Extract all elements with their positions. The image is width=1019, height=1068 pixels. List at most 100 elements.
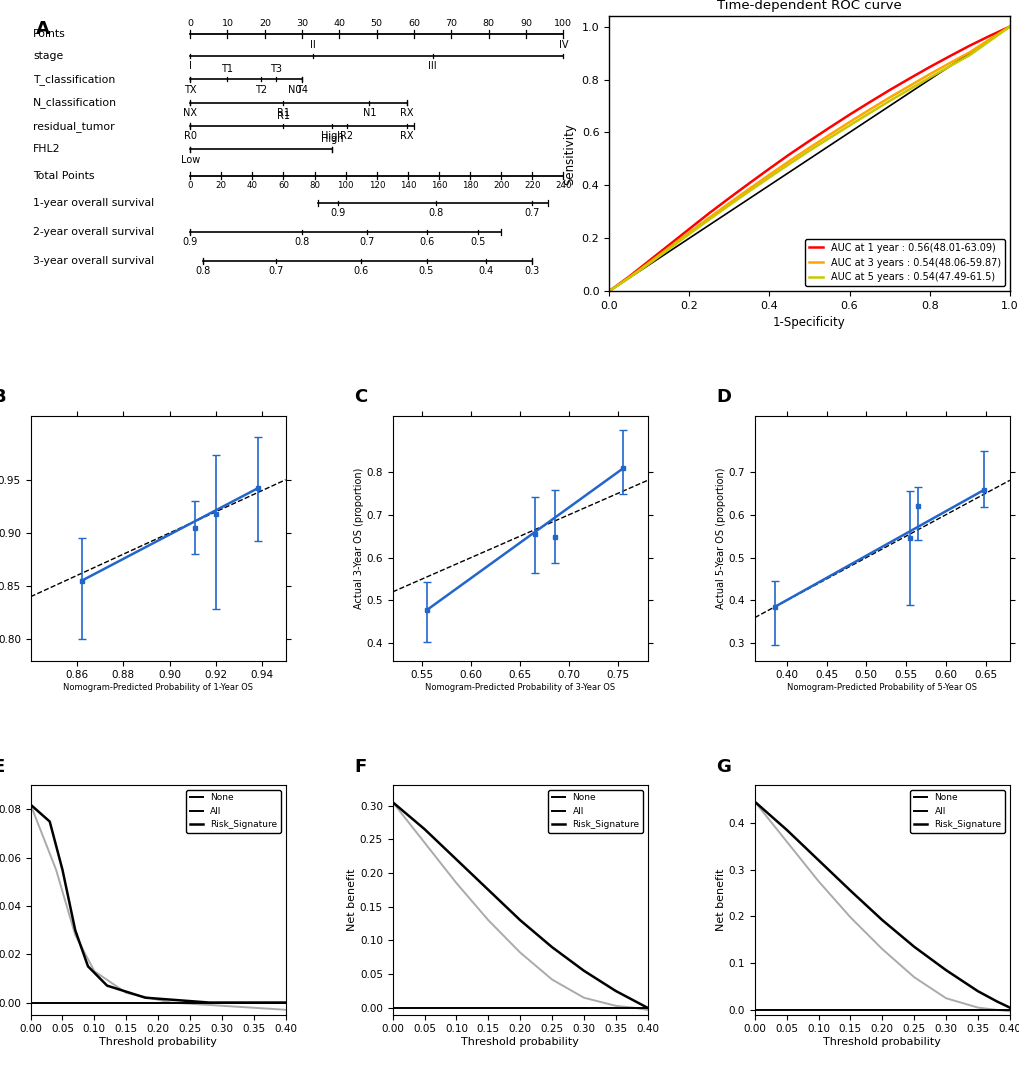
Text: 240: 240	[554, 182, 571, 190]
Text: 0.7: 0.7	[360, 237, 375, 247]
Text: 0.9: 0.9	[330, 208, 345, 218]
Text: 90: 90	[520, 19, 532, 29]
AUC at 1 year : 0.56(48.01-63.09): (0.75, 0.804): 0.56(48.01-63.09): (0.75, 0.804)	[903, 72, 915, 84]
Text: T4: T4	[296, 84, 308, 95]
AUC at 5 years : 0.54(47.49-61.5): (0.7, 0.719): 0.54(47.49-61.5): (0.7, 0.719)	[882, 95, 895, 108]
AUC at 5 years : 0.54(47.49-61.5): (0.3, 0.325): 0.54(47.49-61.5): (0.3, 0.325)	[722, 199, 735, 211]
AUC at 1 year : 0.56(48.01-63.09): (0.6, 0.667): 0.56(48.01-63.09): (0.6, 0.667)	[843, 108, 855, 121]
Text: 70: 70	[445, 19, 457, 29]
AUC at 1 year : 0.56(48.01-63.09): (0.15, 0.175): 0.56(48.01-63.09): (0.15, 0.175)	[662, 238, 675, 251]
Text: G: G	[716, 758, 731, 776]
Text: R0: R0	[183, 131, 197, 141]
AUC at 1 year : 0.56(48.01-63.09): (0.5, 0.568): 0.56(48.01-63.09): (0.5, 0.568)	[803, 135, 815, 147]
AUC at 5 years : 0.54(47.49-61.5): (0.8, 0.807): 0.54(47.49-61.5): (0.8, 0.807)	[922, 72, 934, 84]
X-axis label: Nomogram-Predicted Probability of 5-Year OS: Nomogram-Predicted Probability of 5-Year…	[787, 684, 976, 692]
Text: C: C	[355, 388, 367, 406]
Text: III: III	[428, 62, 436, 72]
AUC at 1 year : 0.56(48.01-63.09): (0.45, 0.517): 0.56(48.01-63.09): (0.45, 0.517)	[783, 148, 795, 161]
Text: 1-year overall survival: 1-year overall survival	[34, 198, 154, 208]
AUC at 1 year : 0.56(48.01-63.09): (0.1, 0.115): 0.56(48.01-63.09): (0.1, 0.115)	[642, 254, 654, 267]
Text: 100: 100	[337, 182, 354, 190]
X-axis label: Threshold probability: Threshold probability	[461, 1037, 579, 1047]
AUC at 3 years : 0.54(48.06-59.87): (0.9, 0.903): 0.54(48.06-59.87): (0.9, 0.903)	[963, 46, 975, 59]
Text: 0.8: 0.8	[294, 237, 310, 247]
Text: R1: R1	[277, 111, 289, 121]
AUC at 3 years : 0.54(48.06-59.87): (0.1, 0.108): 0.54(48.06-59.87): (0.1, 0.108)	[642, 256, 654, 269]
AUC at 3 years : 0.54(48.06-59.87): (0.65, 0.686): 0.54(48.06-59.87): (0.65, 0.686)	[863, 104, 875, 116]
Text: 0.8: 0.8	[195, 266, 210, 277]
Text: 0.5: 0.5	[419, 266, 434, 277]
Text: stage: stage	[34, 51, 63, 61]
X-axis label: Threshold probability: Threshold probability	[822, 1037, 941, 1047]
Text: 40: 40	[333, 19, 345, 29]
AUC at 3 years : 0.54(48.06-59.87): (0.45, 0.492): 0.54(48.06-59.87): (0.45, 0.492)	[783, 155, 795, 168]
AUC at 5 years : 0.54(47.49-61.5): (0.1, 0.104): 0.54(47.49-61.5): (0.1, 0.104)	[642, 257, 654, 270]
AUC at 3 years : 0.54(48.06-59.87): (0.7, 0.732): 0.54(48.06-59.87): (0.7, 0.732)	[882, 91, 895, 104]
X-axis label: 1-Specificity: 1-Specificity	[772, 316, 845, 329]
Text: Total Points: Total Points	[34, 171, 95, 180]
Text: High: High	[320, 135, 343, 144]
Y-axis label: Sensitivity: Sensitivity	[562, 123, 576, 185]
Text: 80: 80	[309, 182, 320, 190]
Text: 40: 40	[247, 182, 258, 190]
Text: TX: TX	[183, 84, 197, 95]
AUC at 5 years : 0.54(47.49-61.5): (0.45, 0.481): 0.54(47.49-61.5): (0.45, 0.481)	[783, 157, 795, 170]
AUC at 3 years : 0.54(48.06-59.87): (0.95, 0.952): 0.54(48.06-59.87): (0.95, 0.952)	[982, 33, 995, 46]
AUC at 3 years : 0.54(48.06-59.87): (0.05, 0.052): 0.54(48.06-59.87): (0.05, 0.052)	[623, 271, 635, 284]
Line: AUC at 3 years : 0.54(48.06-59.87): AUC at 3 years : 0.54(48.06-59.87)	[608, 27, 1009, 292]
Y-axis label: Net benefit: Net benefit	[346, 868, 357, 931]
AUC at 1 year : 0.56(48.01-63.09): (0.4, 0.463): 0.56(48.01-63.09): (0.4, 0.463)	[762, 162, 774, 175]
Text: B: B	[0, 388, 6, 406]
AUC at 3 years : 0.54(48.06-59.87): (0.15, 0.165): 0.54(48.06-59.87): (0.15, 0.165)	[662, 241, 675, 254]
AUC at 1 year : 0.56(48.01-63.09): (1, 1): 0.56(48.01-63.09): (1, 1)	[1003, 20, 1015, 33]
Legend: None, All, Risk_Signature: None, All, Risk_Signature	[909, 790, 1005, 833]
AUC at 1 year : 0.56(48.01-63.09): (0.7, 0.76): 0.56(48.01-63.09): (0.7, 0.76)	[882, 83, 895, 96]
Text: Low: Low	[180, 155, 200, 164]
AUC at 3 years : 0.54(48.06-59.87): (0.5, 0.542): 0.54(48.06-59.87): (0.5, 0.542)	[803, 141, 815, 154]
Text: RX: RX	[399, 131, 413, 141]
Text: T_classification: T_classification	[34, 74, 115, 84]
AUC at 5 years : 0.54(47.49-61.5): (0.55, 0.579): 0.54(47.49-61.5): (0.55, 0.579)	[822, 131, 835, 144]
Text: 0.7: 0.7	[524, 208, 539, 218]
AUC at 3 years : 0.54(48.06-59.87): (0.4, 0.44): 0.54(48.06-59.87): (0.4, 0.44)	[762, 169, 774, 182]
AUC at 1 year : 0.56(48.01-63.09): (0.05, 0.055): 0.56(48.01-63.09): (0.05, 0.055)	[623, 270, 635, 283]
AUC at 3 years : 0.54(48.06-59.87): (0.55, 0.591): 0.54(48.06-59.87): (0.55, 0.591)	[822, 128, 835, 141]
Text: II: II	[310, 41, 316, 50]
Text: 180: 180	[462, 182, 478, 190]
AUC at 1 year : 0.56(48.01-63.09): (0.95, 0.965): 0.56(48.01-63.09): (0.95, 0.965)	[982, 30, 995, 43]
Text: 2-year overall survival: 2-year overall survival	[34, 227, 154, 237]
Text: High: High	[320, 131, 343, 141]
Text: NX: NX	[183, 108, 197, 117]
Text: 160: 160	[430, 182, 446, 190]
Y-axis label: Actual 3-Year OS (proportion): Actual 3-Year OS (proportion)	[354, 468, 364, 609]
Text: R1: R1	[277, 108, 289, 117]
Text: 0.4: 0.4	[478, 266, 493, 277]
Text: 0.3: 0.3	[524, 266, 539, 277]
AUC at 5 years : 0.54(47.49-61.5): (0.05, 0.05): 0.54(47.49-61.5): (0.05, 0.05)	[623, 271, 635, 284]
AUC at 3 years : 0.54(48.06-59.87): (0.25, 0.278): 0.54(48.06-59.87): (0.25, 0.278)	[702, 211, 714, 224]
Text: Points: Points	[34, 29, 66, 38]
AUC at 5 years : 0.54(47.49-61.5): (0.65, 0.673): 0.54(47.49-61.5): (0.65, 0.673)	[863, 107, 875, 120]
X-axis label: Nomogram-Predicted Probability of 1-Year OS: Nomogram-Predicted Probability of 1-Year…	[63, 684, 253, 692]
AUC at 5 years : 0.54(47.49-61.5): (0.2, 0.216): 0.54(47.49-61.5): (0.2, 0.216)	[683, 227, 695, 240]
AUC at 1 year : 0.56(48.01-63.09): (0.2, 0.235): 0.56(48.01-63.09): (0.2, 0.235)	[683, 222, 695, 235]
AUC at 5 years : 0.54(47.49-61.5): (0.5, 0.531): 0.54(47.49-61.5): (0.5, 0.531)	[803, 144, 815, 157]
AUC at 5 years : 0.54(47.49-61.5): (0.85, 0.85): 0.54(47.49-61.5): (0.85, 0.85)	[943, 60, 955, 73]
Text: 20: 20	[259, 19, 270, 29]
AUC at 5 years : 0.54(47.49-61.5): (0.4, 0.43): 0.54(47.49-61.5): (0.4, 0.43)	[762, 171, 774, 184]
Text: T3: T3	[270, 64, 281, 74]
Text: N1: N1	[362, 108, 376, 117]
Text: 80: 80	[482, 19, 494, 29]
AUC at 3 years : 0.54(48.06-59.87): (0.8, 0.82): 0.54(48.06-59.87): (0.8, 0.82)	[922, 67, 934, 80]
Text: F: F	[355, 758, 367, 776]
Legend: None, All, Risk_Signature: None, All, Risk_Signature	[547, 790, 643, 833]
Text: 0.7: 0.7	[268, 266, 283, 277]
Text: N_classification: N_classification	[34, 97, 117, 108]
Text: 3-year overall survival: 3-year overall survival	[34, 256, 154, 266]
Text: 0: 0	[187, 182, 193, 190]
Text: 20: 20	[216, 182, 226, 190]
Text: T1: T1	[221, 64, 233, 74]
Text: 60: 60	[408, 19, 420, 29]
Text: 30: 30	[296, 19, 308, 29]
AUC at 5 years : 0.54(47.49-61.5): (0.6, 0.626): 0.54(47.49-61.5): (0.6, 0.626)	[843, 120, 855, 132]
